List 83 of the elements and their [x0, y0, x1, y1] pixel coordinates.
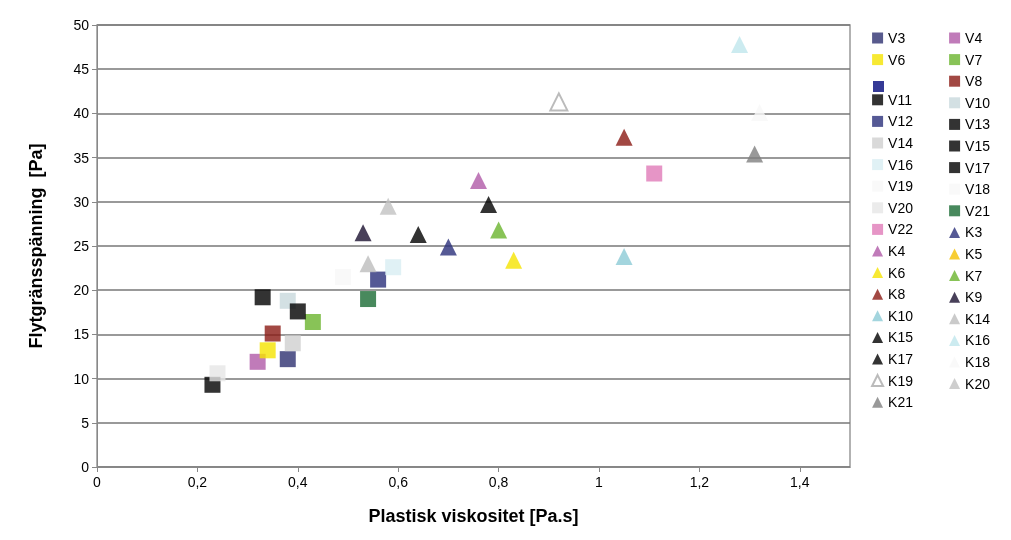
legend-label: K21 — [888, 394, 914, 411]
legend-label: V8 — [965, 73, 983, 90]
point — [439, 238, 457, 256]
legend-label: K15 — [888, 329, 914, 346]
y-tick-label: 15 — [73, 326, 90, 343]
legend-label: K17 — [888, 351, 914, 367]
x-tick-label: 0,4 — [288, 474, 308, 490]
legend-label: K8 — [888, 286, 906, 303]
legend-label: K20 — [965, 375, 991, 392]
legend-label: V10 — [965, 94, 991, 111]
point — [549, 92, 569, 112]
legend-label: V11 — [888, 91, 913, 108]
legend-label: V7 — [965, 51, 983, 68]
point — [304, 314, 321, 331]
point — [615, 128, 633, 146]
x-tick-label: 1 — [595, 474, 604, 490]
legend-label: K10 — [888, 307, 914, 324]
legend-label: V12 — [888, 113, 914, 130]
legend-label: K5 — [965, 246, 983, 262]
legend-label: V14 — [888, 135, 914, 151]
point — [279, 351, 296, 368]
x-tick-label: 0,6 — [388, 474, 409, 490]
point — [289, 303, 306, 320]
point — [385, 259, 402, 276]
legend-label: V22 — [888, 221, 914, 238]
legend-label: V3 — [888, 30, 906, 46]
point — [505, 251, 523, 269]
point — [359, 255, 377, 273]
point — [209, 365, 226, 382]
legend-label: K19 — [888, 372, 914, 389]
point — [249, 353, 266, 370]
point — [370, 271, 387, 288]
point — [646, 165, 663, 182]
x-tick-label: 0 — [93, 474, 102, 490]
y-tick-label: 30 — [73, 193, 90, 210]
legend-label: V16 — [888, 156, 914, 173]
point — [409, 226, 427, 244]
legend-label: K3 — [965, 224, 983, 241]
legend-label: V6 — [888, 51, 906, 68]
y-tick-label: 35 — [73, 149, 90, 166]
x-tick-label: 0,8 — [488, 474, 509, 490]
x-tick-label: 1,2 — [689, 474, 710, 490]
x-tick-label: 1,4 — [790, 474, 810, 490]
legend-label: K14 — [965, 310, 991, 327]
point — [254, 289, 271, 306]
legend-label: K4 — [888, 243, 906, 259]
point — [490, 221, 508, 239]
point — [379, 197, 397, 215]
point — [746, 145, 764, 163]
legend-label: K18 — [965, 354, 991, 370]
y-tick-label: 20 — [73, 282, 90, 299]
point — [259, 342, 276, 359]
point — [264, 325, 281, 342]
point — [354, 224, 372, 242]
legend-label: V18 — [965, 181, 991, 198]
x-tick-label: 0,2 — [187, 474, 208, 490]
point — [731, 35, 749, 53]
legend-label: V19 — [888, 178, 914, 195]
legend-label: V20 — [888, 199, 914, 216]
legend-label: V15 — [965, 138, 991, 154]
point — [751, 104, 769, 122]
y-tick-label: 5 — [81, 414, 90, 431]
y-tick-label: 0 — [81, 459, 90, 475]
legend-label: K7 — [965, 267, 983, 284]
point — [284, 335, 301, 352]
point — [480, 195, 498, 213]
legend-label: K16 — [965, 332, 991, 349]
legend-label: V21 — [965, 202, 991, 219]
legend-label: K6 — [888, 264, 906, 281]
y-tick-label: 10 — [73, 370, 90, 387]
legend-label: V17 — [965, 159, 991, 176]
legend-label: V13 — [965, 116, 991, 133]
x-axis-title: Plastisk viskositet [Pa.s] — [368, 506, 579, 526]
y-tick-label: 45 — [73, 61, 90, 78]
y-tick-label: 40 — [73, 105, 90, 122]
y-tick-label: 25 — [73, 238, 90, 254]
y-axis-title: Flytgränsspänning [Pa] — [26, 143, 46, 349]
point — [615, 248, 633, 266]
legend-label: V4 — [965, 30, 983, 46]
legend-label: K9 — [965, 289, 983, 306]
point — [360, 291, 377, 308]
y-tick-label: 50 — [73, 17, 90, 33]
point — [470, 172, 488, 190]
